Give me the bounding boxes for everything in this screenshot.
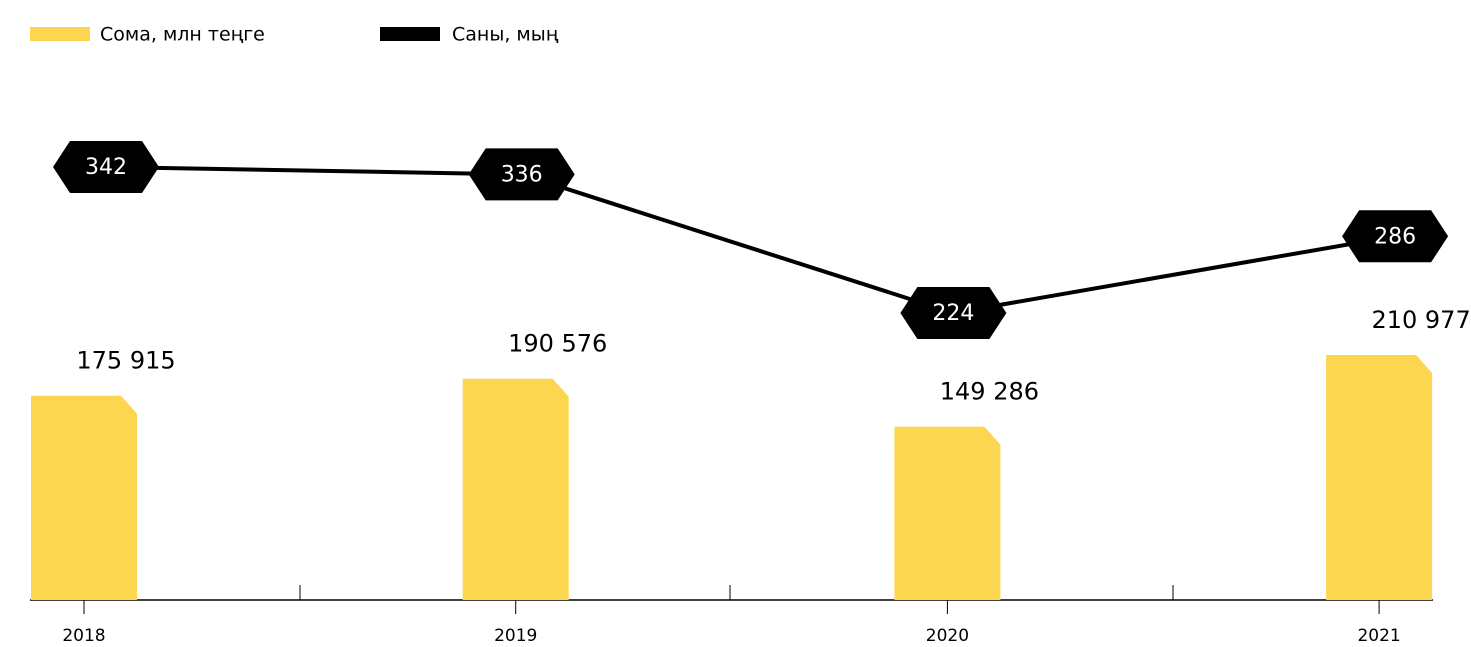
legend-label: Саны, мың bbox=[452, 24, 559, 46]
point-marker bbox=[53, 141, 159, 193]
point-label: 336 bbox=[501, 162, 543, 187]
point-marker bbox=[468, 148, 575, 201]
bar-value-label: 210 977 bbox=[1371, 306, 1470, 334]
legend-label: Сома, млн теңге bbox=[100, 24, 265, 46]
point-marker bbox=[900, 287, 1007, 339]
bar-value-label: 190 576 bbox=[508, 330, 607, 358]
x-tick-label: 2021 bbox=[1357, 626, 1400, 646]
x-tick-label: 2020 bbox=[926, 626, 969, 646]
legend-swatch bbox=[380, 27, 440, 41]
legend-swatch bbox=[30, 27, 90, 41]
bar bbox=[894, 426, 1001, 600]
point-label: 342 bbox=[85, 155, 127, 180]
bar-value-label: 175 915 bbox=[76, 347, 175, 375]
x-tick-label: 2018 bbox=[62, 626, 105, 646]
x-tick-label: 2019 bbox=[494, 626, 537, 646]
bar-value-label: 149 286 bbox=[940, 378, 1039, 406]
line bbox=[105, 165, 1396, 316]
bar bbox=[462, 378, 569, 600]
bar bbox=[1326, 355, 1433, 600]
bar bbox=[31, 395, 137, 600]
point-label: 224 bbox=[932, 301, 974, 326]
point-marker bbox=[1342, 210, 1449, 263]
point-label: 286 bbox=[1374, 224, 1416, 249]
